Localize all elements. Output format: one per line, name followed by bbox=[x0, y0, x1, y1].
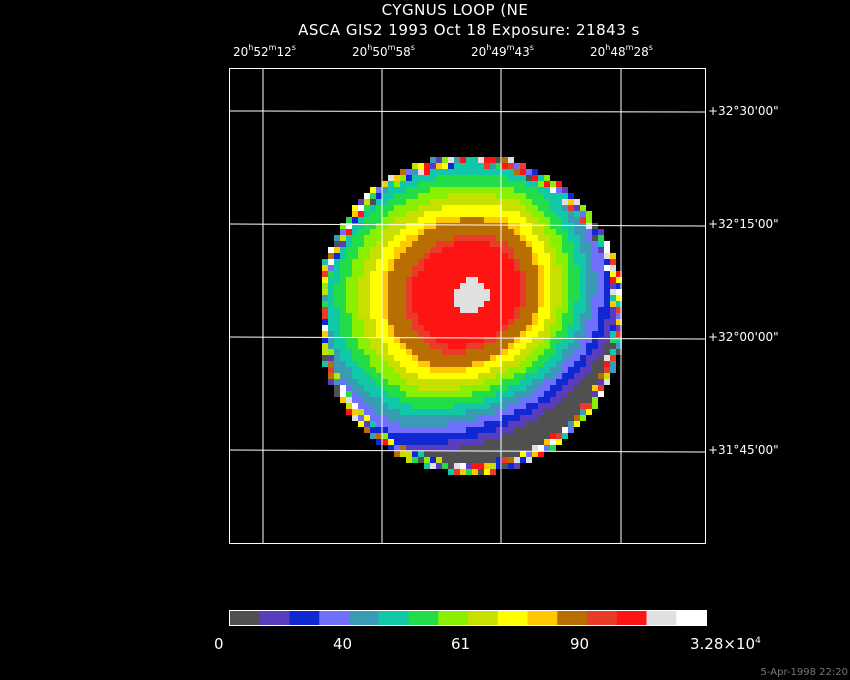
dec-grid-line bbox=[230, 336, 705, 340]
colorbar-label: 0 bbox=[214, 635, 224, 653]
colorbar-segment bbox=[230, 611, 261, 625]
colorbar-segment bbox=[616, 611, 647, 625]
dec-tick-label: +32°30'00" bbox=[708, 104, 779, 118]
colorbar-label: 90 bbox=[570, 635, 590, 653]
colorbar-segment bbox=[557, 611, 588, 625]
dec-tick-label: +32°15'00" bbox=[708, 217, 779, 231]
colorbar-segment bbox=[378, 611, 409, 625]
timestamp: 5-Apr-1998 22:20 bbox=[760, 667, 848, 678]
colorbar-segment bbox=[349, 611, 380, 625]
ra-tick-label: 20h49m43s bbox=[471, 43, 534, 59]
dec-grid-line bbox=[230, 110, 705, 113]
colorbar-segment bbox=[289, 611, 320, 625]
colorbar-segment bbox=[408, 611, 439, 625]
image-subtitle: ASCA GIS2 1993 Oct 18 Exposure: 21843 s bbox=[298, 21, 640, 39]
colorbar-segment bbox=[646, 611, 677, 625]
colorbar-segment bbox=[259, 611, 290, 625]
ra-tick-label: 20h48m28s bbox=[590, 43, 653, 59]
colorbar-max-label: 3.28×104 bbox=[690, 635, 761, 653]
dec-tick-label: +31°45'00" bbox=[708, 443, 779, 457]
color-bar bbox=[229, 610, 707, 626]
xray-intensity-map bbox=[230, 69, 705, 543]
ra-tick-label: 20h52m12s bbox=[233, 43, 296, 59]
colorbar-segment bbox=[497, 611, 528, 625]
colorbar-label: 61 bbox=[451, 635, 471, 653]
image-title: CYGNUS LOOP (NE bbox=[381, 1, 529, 19]
colorbar-segment bbox=[468, 611, 499, 625]
dec-grid-line bbox=[230, 223, 705, 227]
colorbar-segment bbox=[587, 611, 618, 625]
colorbar-segment bbox=[527, 611, 558, 625]
colorbar-border bbox=[229, 610, 707, 626]
colorbar-label: 40 bbox=[333, 635, 353, 653]
colorbar-segment bbox=[438, 611, 469, 625]
ra-tick-label: 20h50m58s bbox=[352, 43, 415, 59]
colorbar-segment bbox=[319, 611, 350, 625]
dec-tick-label: +32°00'00" bbox=[708, 330, 779, 344]
image-frame bbox=[229, 68, 706, 544]
dec-grid-line bbox=[230, 449, 705, 453]
colorbar-segment bbox=[676, 611, 707, 625]
